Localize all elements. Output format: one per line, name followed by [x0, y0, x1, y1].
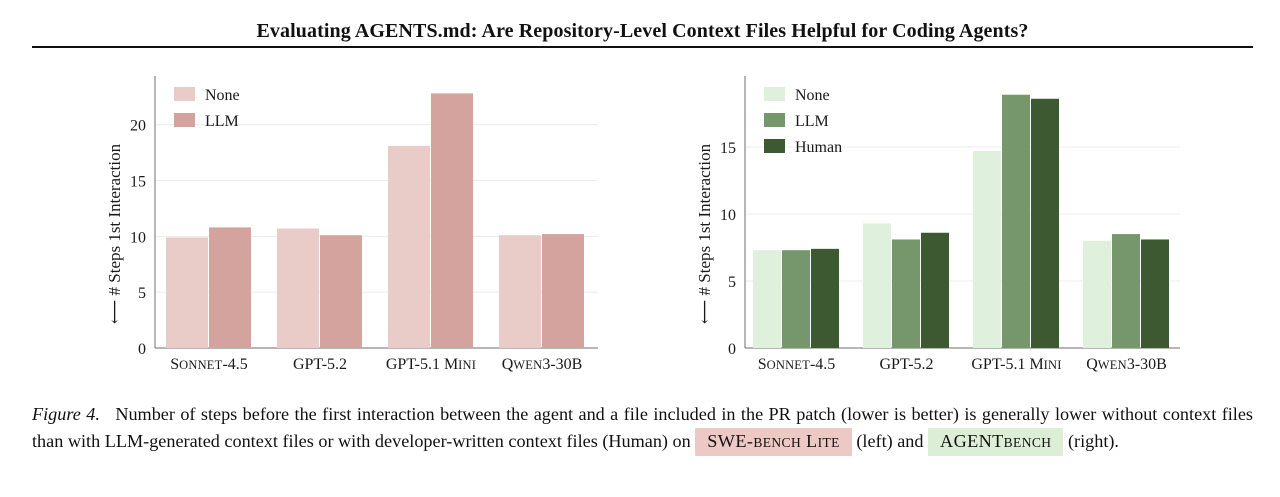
y-tick-label: 5 — [138, 285, 146, 302]
bar-none — [499, 235, 541, 348]
x-tick-label: QWEN3-30B — [502, 356, 583, 373]
chart-right-plot: 0 5 10 15 SONNET-4.5 GPT-5.2 GPT-5.1 MINI QWEN3… — [695, 76, 1180, 373]
bar-none — [973, 151, 1001, 348]
x-tick-label: QWEN3-30B — [1086, 356, 1167, 373]
figure-caption: Figure 4. Number of steps before the fir… — [32, 401, 1253, 456]
y-tick-label: 10 — [130, 229, 146, 246]
x-tick-label: GPT-5.1 MINI — [971, 356, 1061, 373]
bar-llm — [431, 93, 473, 349]
bar-llm — [1112, 234, 1140, 348]
bar-human — [811, 248, 839, 348]
legend-swatch-none — [174, 87, 195, 101]
x-tick-label: SONNET-4.5 — [758, 356, 836, 373]
y-tick-label: 5 — [728, 274, 736, 291]
y-tick-label: 0 — [728, 341, 736, 358]
legend-swatch-none — [764, 87, 785, 101]
y-tick-label: 0 — [138, 341, 146, 358]
bar-llm — [1002, 94, 1030, 348]
bar-human — [921, 232, 949, 348]
bar-none — [166, 237, 208, 348]
legend-swatch-llm — [764, 113, 785, 127]
y-tick-label: 15 — [720, 140, 736, 157]
legend-label-none: None — [205, 87, 240, 104]
x-tick-label: SONNET-4.5 — [170, 356, 248, 373]
bar-human — [1141, 239, 1169, 348]
bar-none — [753, 250, 781, 348]
x-tick-label: GPT-5.2 — [879, 356, 933, 373]
y-tick-label: 20 — [130, 118, 146, 135]
bar-llm — [782, 250, 810, 348]
bar-human — [1031, 98, 1059, 348]
legend-swatch-human — [764, 139, 785, 153]
bar-none — [388, 145, 430, 348]
bar-none — [277, 228, 319, 348]
paper-header: Evaluating AGENTS.md: Are Repository-Lev… — [32, 0, 1253, 48]
figure-label: Figure 4. — [32, 404, 100, 424]
caption-end: (right). — [1067, 430, 1119, 451]
y-tick-label: 10 — [720, 207, 736, 224]
left-chart: 0 5 10 15 20 SONNET-4.5 GPT-5.2 GPT-5.1 MINI QWE… — [105, 76, 598, 373]
bench-tag-agentbench: AGENTBENCH — [928, 427, 1064, 456]
legend-label-llm: LLM — [795, 113, 829, 130]
right-chart: 0 5 10 15 SONNET-4.5 GPT-5.2 GPT-5.1 MINI QWEN3… — [695, 76, 1180, 373]
bar-llm — [320, 235, 362, 348]
caption-between: (left) and — [856, 430, 924, 451]
legend-label-none: None — [795, 87, 830, 104]
caption-text: Number of steps before the first interac… — [32, 404, 1254, 451]
x-tick-label: GPT-5.2 — [293, 356, 347, 373]
x-tick-label: GPT-5.1 MINI — [386, 356, 476, 373]
y-axis-label: ⟵ # Steps 1st Interaction — [105, 143, 124, 324]
bench-left-name: SWE-BENCH LITE — [707, 430, 840, 451]
paper-title: Evaluating AGENTS.md: Are Repository-Lev… — [256, 20, 1029, 42]
chart-left-plot: 0 5 10 15 20 SONNET-4.5 GPT-5.2 GPT-5.1 MINI QWE… — [105, 76, 598, 373]
bar-llm — [542, 234, 584, 348]
y-axis-label: ⟵ # Steps 1st Interaction — [695, 143, 714, 324]
bar-llm — [892, 239, 920, 348]
legend-swatch-llm — [174, 113, 195, 127]
bench-right-name: AGENTBENCH — [940, 430, 1052, 451]
bar-llm — [209, 227, 251, 348]
y-tick-label: 15 — [130, 174, 146, 191]
bar-none — [1083, 240, 1111, 348]
legend-label-human: Human — [795, 139, 842, 156]
bench-tag-swe-bench-lite: SWE-BENCH LITE — [695, 427, 852, 456]
legend-label-llm: LLM — [205, 113, 239, 130]
bar-none — [863, 223, 891, 348]
